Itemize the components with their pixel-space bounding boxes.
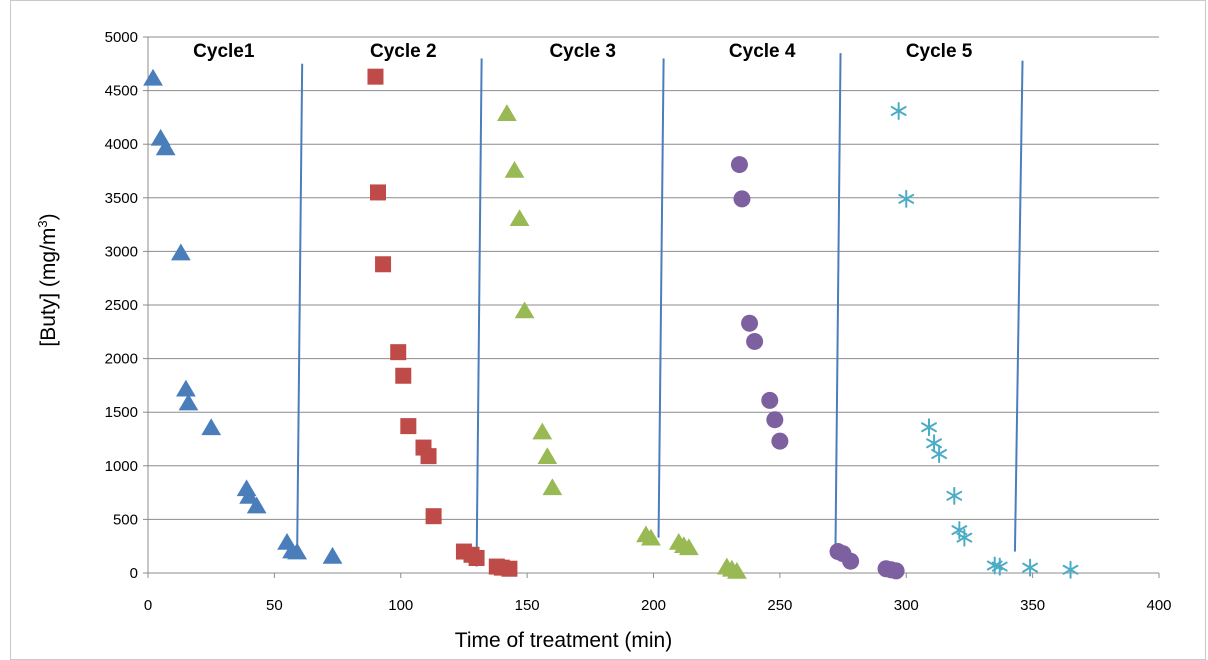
cycle-label-1: Cycle1 bbox=[193, 41, 255, 62]
data-points bbox=[143, 68, 1079, 580]
data-point-s2-9 bbox=[425, 508, 442, 525]
y-tick-labels: 0 500 1000 1500 2000 2500 3000 3500 4000 4500 5000 bbox=[105, 29, 138, 582]
data-point-s3-7 bbox=[542, 478, 563, 496]
data-point-s2-8 bbox=[420, 448, 437, 465]
data-point-s5-5 bbox=[931, 445, 948, 464]
x-tick-label-350: 350 bbox=[1020, 597, 1045, 614]
data-point-s3-6 bbox=[537, 447, 558, 465]
data-point-s4-10 bbox=[842, 552, 860, 570]
data-point-s3-9 bbox=[641, 528, 661, 546]
y-tick-label-5000: 5000 bbox=[105, 29, 138, 46]
data-point-s1-9 bbox=[239, 486, 259, 504]
data-point-s3-5 bbox=[532, 422, 553, 440]
y-tick-label-0: 0 bbox=[130, 565, 138, 582]
data-point-s4-2 bbox=[733, 190, 751, 208]
y-tick-label-3500: 3500 bbox=[105, 190, 138, 207]
data-point-s1-13 bbox=[287, 542, 307, 560]
data-point-s2-12 bbox=[468, 549, 485, 566]
data-point-s5-12 bbox=[1062, 560, 1079, 579]
data-point-s4-7 bbox=[771, 432, 789, 450]
data-point-s3-1 bbox=[497, 104, 517, 121]
cycle-divider-5 bbox=[1013, 60, 1024, 552]
y-tick-label-4000: 4000 bbox=[105, 136, 138, 153]
y-axis-title-close: ) bbox=[37, 213, 60, 220]
data-point-s2-5 bbox=[395, 367, 412, 384]
cycle-divider-4 bbox=[834, 53, 842, 549]
cycle-dividers bbox=[296, 53, 1024, 567]
data-point-s1-6 bbox=[178, 393, 199, 411]
data-point-s2-4 bbox=[390, 344, 407, 361]
data-point-s1-1 bbox=[143, 68, 163, 86]
data-point-s5-11 bbox=[1022, 558, 1039, 577]
y-tick-label-4500: 4500 bbox=[105, 83, 138, 100]
x-tick-label-150: 150 bbox=[515, 597, 540, 614]
data-point-s2-3 bbox=[375, 256, 392, 273]
data-point-s1-4 bbox=[170, 243, 191, 261]
cycle-label-5: Cycle 5 bbox=[906, 41, 973, 62]
data-point-s4-3 bbox=[741, 314, 759, 332]
gridlines bbox=[148, 36, 1159, 520]
x-tick-label-50: 50 bbox=[266, 597, 283, 614]
cycle-divider-2 bbox=[475, 58, 483, 567]
cycle-labels: Cycle1 Cycle 2 Cycle 3 Cycle 4 Cycle 5 bbox=[193, 41, 973, 62]
y-tick-label-2000: 2000 bbox=[105, 351, 138, 368]
y-axis-title-sup: 3 bbox=[35, 220, 50, 227]
cycle-divider-3 bbox=[657, 58, 665, 538]
data-point-s2-1 bbox=[367, 68, 384, 85]
y-tick-label-500: 500 bbox=[113, 511, 138, 528]
data-point-s1-10 bbox=[246, 496, 267, 514]
data-point-s4-6 bbox=[766, 411, 784, 429]
data-point-s4-1 bbox=[730, 156, 748, 174]
cycle-divider-1 bbox=[296, 63, 304, 555]
x-tick-label-300: 300 bbox=[894, 597, 919, 614]
data-point-s3-2 bbox=[504, 161, 525, 178]
data-point-s3-12 bbox=[679, 538, 699, 556]
data-point-s5-6 bbox=[946, 486, 963, 505]
data-point-s3-3 bbox=[509, 209, 530, 227]
x-tick-label-100: 100 bbox=[388, 597, 413, 614]
y-tick-label-2500: 2500 bbox=[105, 297, 138, 314]
data-point-s3-15 bbox=[727, 561, 747, 579]
data-point-s2-15 bbox=[501, 560, 518, 577]
x-tick-label-250: 250 bbox=[767, 597, 792, 614]
x-tick-label-200: 200 bbox=[641, 597, 666, 614]
data-point-s4-5 bbox=[761, 391, 779, 409]
data-point-s4-13 bbox=[887, 562, 905, 580]
x-tick-labels: 0 50 100 150 200 250 300 350 400 bbox=[144, 597, 1172, 614]
data-point-s3-4 bbox=[514, 301, 535, 319]
data-point-s4-4 bbox=[746, 332, 764, 350]
y-tick-label-3000: 3000 bbox=[105, 243, 138, 260]
data-point-s1-14 bbox=[322, 546, 343, 564]
axes bbox=[143, 36, 1160, 578]
data-point-s5-10 bbox=[991, 557, 1008, 576]
x-tick-label-400: 400 bbox=[1146, 597, 1171, 614]
y-tick-label-1500: 1500 bbox=[105, 404, 138, 421]
data-point-s1-3 bbox=[155, 138, 176, 156]
chart-frame: 0 500 1000 1500 2000 2500 3000 3500 4000 4500 5000… bbox=[10, 0, 1206, 660]
data-point-s5-2 bbox=[898, 189, 915, 208]
cycle-label-3: Cycle 3 bbox=[549, 41, 616, 62]
data-point-s5-1 bbox=[890, 101, 907, 120]
x-axis-title: Time of treatment (min) bbox=[455, 629, 672, 652]
data-point-s1-5 bbox=[176, 379, 196, 397]
data-point-s1-7 bbox=[201, 418, 222, 436]
data-point-s5-8 bbox=[956, 528, 973, 547]
cycle-label-4: Cycle 4 bbox=[729, 41, 796, 62]
cycle-label-2: Cycle 2 bbox=[370, 41, 437, 62]
data-point-s2-2 bbox=[370, 184, 387, 201]
data-point-s5-3 bbox=[921, 418, 937, 437]
x-tick-label-0: 0 bbox=[144, 597, 152, 614]
y-axis-title: [Buty] (mg/m3) bbox=[35, 213, 60, 346]
data-point-s2-6 bbox=[400, 418, 417, 435]
y-axis-title-main: [Buty] (mg/m bbox=[37, 228, 60, 347]
scatter-chart: 0500100015002000250030003500400045005000… bbox=[35, 29, 1172, 652]
y-tick-label-1000: 1000 bbox=[105, 458, 138, 475]
